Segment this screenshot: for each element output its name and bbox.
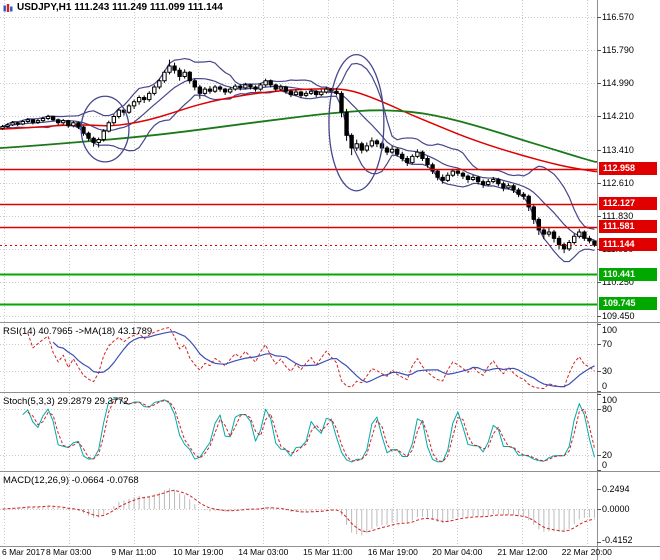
x-axis-label: 8 Mar 03:00 [45, 547, 92, 557]
x-axis-label: 22 Mar 20:00 [561, 547, 612, 557]
x-axis-label: 6 Mar 2017 [2, 547, 45, 557]
y-axis-label: 113.410 [602, 144, 634, 155]
price-badge: 110.441 [599, 267, 657, 281]
x-axis-label: 16 Mar 19:00 [367, 547, 418, 557]
x-axis-label: 14 Mar 03:00 [238, 547, 289, 557]
y-axis-label: 114.210 [602, 111, 634, 122]
macd-label: MACD(12,26,9) -0.0664 -0.0768 [3, 475, 139, 486]
y-axis-label: 110.250 [602, 277, 634, 288]
stoch-label: Stoch(5,3,3) 29.2879 29.3772 [3, 396, 129, 407]
x-axis-label: 10 Mar 19:00 [173, 547, 224, 557]
y-axis-label: 114.990 [602, 78, 634, 89]
y-axis-label: 111.830 [602, 211, 634, 222]
stoch-axis-label: 0 [602, 460, 608, 470]
rsi-axis-label: 70 [602, 339, 613, 350]
stoch-axis-label: 100 [602, 395, 618, 405]
macd-axis-label: 0.0000 [602, 504, 630, 514]
price-badge: 109.745 [599, 297, 657, 311]
current-price-badge: 111.144 [599, 238, 657, 252]
price-badge: 112.958 [599, 162, 657, 176]
x-axis-label: 9 Mar 11:00 [111, 547, 157, 557]
x-axis-label: 15 Mar 11:00 [303, 547, 353, 557]
chart-title-text: USDJPY,H1 111.243 111.249 111.099 111.14… [17, 2, 223, 13]
rsi-axis-label: 0 [602, 381, 608, 391]
chart-title: USDJPY,H1 111.243 111.249 111.099 111.14… [3, 2, 223, 13]
price-badge: 111.581 [599, 220, 657, 234]
y-axis-label: 109.450 [602, 311, 635, 322]
y-axis-label: 115.790 [602, 44, 634, 55]
y-axis-label: 116.570 [602, 11, 634, 22]
rsi-axis-label: 100 [602, 325, 618, 335]
macd-axis-label: 0.2494 [602, 484, 630, 494]
stoch-axis-label: 80 [602, 404, 613, 415]
macd-axis-label: -0.4152 [602, 535, 633, 545]
x-axis-label: 20 Mar 04:00 [432, 547, 483, 557]
stoch-axis-label: 20 [602, 449, 613, 460]
rsi-label: RSI(14) 40.7965 ->MA(18) 43.1789 [3, 326, 153, 337]
y-axis-label: 112.610 [602, 178, 634, 189]
price-badge: 112.127 [599, 197, 657, 211]
rsi-axis-label: 30 [602, 365, 613, 376]
candlestick-chart-icon [3, 3, 13, 12]
x-axis-label: 21 Mar 12:00 [497, 547, 548, 557]
